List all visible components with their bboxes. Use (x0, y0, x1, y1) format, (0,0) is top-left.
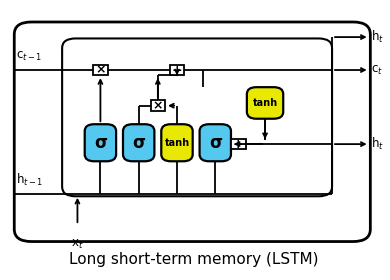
Text: h$_t$: h$_t$ (371, 136, 384, 152)
FancyBboxPatch shape (247, 87, 283, 119)
FancyBboxPatch shape (14, 22, 370, 242)
Text: ×: × (95, 64, 106, 76)
Text: tanh: tanh (165, 138, 190, 148)
FancyBboxPatch shape (123, 124, 154, 161)
Text: σ: σ (94, 134, 107, 152)
Text: tanh: tanh (252, 98, 278, 108)
Text: h$_t$: h$_t$ (371, 29, 384, 45)
FancyBboxPatch shape (85, 124, 116, 161)
Text: σ: σ (132, 134, 145, 152)
Text: c$_{t-1}$: c$_{t-1}$ (16, 50, 43, 63)
Text: +: + (233, 137, 244, 151)
Bar (231, 139, 246, 149)
FancyBboxPatch shape (200, 124, 231, 161)
Text: σ: σ (209, 134, 222, 152)
Bar (151, 101, 165, 111)
Bar (93, 65, 108, 75)
Text: ×: × (152, 99, 163, 112)
Text: c$_t$: c$_t$ (371, 64, 383, 76)
Text: +: + (172, 64, 182, 76)
Bar (170, 65, 184, 75)
Text: Long short-term memory (LSTM): Long short-term memory (LSTM) (69, 252, 319, 267)
Text: x$_t$: x$_t$ (71, 237, 84, 251)
FancyBboxPatch shape (161, 124, 193, 161)
Text: h$_{t-1}$: h$_{t-1}$ (16, 172, 44, 188)
